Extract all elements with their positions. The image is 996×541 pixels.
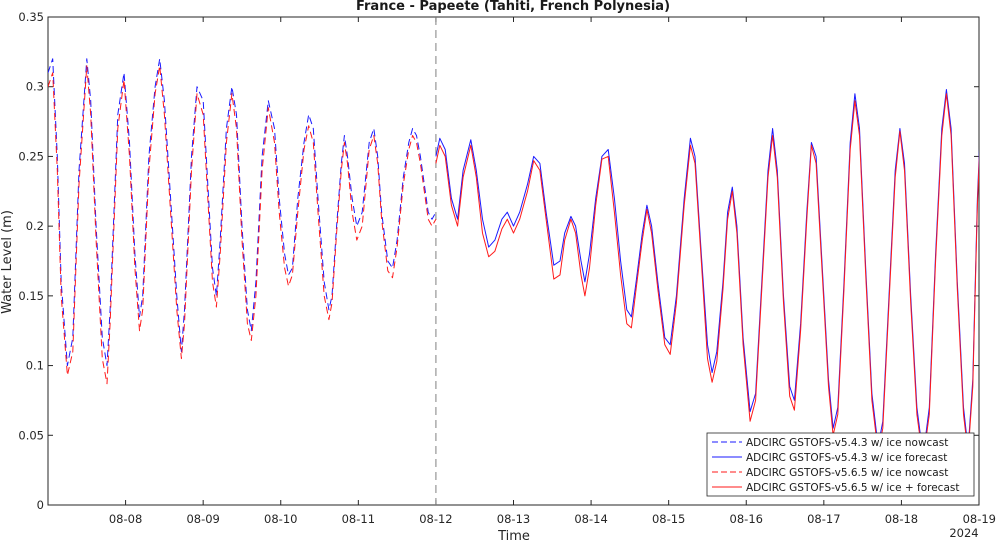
y-axis-label: Water Level (m) <box>0 210 15 314</box>
plot-frame <box>47 16 980 506</box>
y-tick-label: 0.3 <box>26 80 44 94</box>
legend-label-1: ADCIRC GSTOFS-v5.4.3 w/ ice nowcast <box>746 437 948 449</box>
series-line-1 <box>48 58 437 367</box>
axis-ticks: 0 0.05 0.1 0.15 0.2 0.25 0.3 0.35 08-08 08-09 08-1… <box>18 10 996 526</box>
series-line-4 <box>435 93 979 461</box>
y-tick-label: 0 <box>37 498 44 512</box>
y-tick-label: 0.05 <box>18 428 44 442</box>
legend: ADCIRC GSTOFS-v5.4.3 w/ ice nowcast ADCI… <box>706 432 975 497</box>
series-line-3 <box>48 65 437 385</box>
chart-title: France - Papeete (Tahiti, French Polynes… <box>356 0 670 14</box>
x-tick-label: 08-10 <box>264 512 297 526</box>
legend-box <box>706 432 975 497</box>
y-tick-label: 0.35 <box>18 10 44 24</box>
y-tick-label: 0.25 <box>18 149 44 163</box>
y-tick-label: 0.1 <box>26 359 44 373</box>
x-tick-label: 08-08 <box>109 512 142 526</box>
x-tick-label: 08-13 <box>497 512 530 526</box>
legend-label-4: ADCIRC GSTOFS-v5.6.5 w/ ice + forecast <box>746 482 959 494</box>
y-tick-label: 0.2 <box>26 219 44 233</box>
x-tick-label: 08-17 <box>807 512 840 526</box>
series-lines <box>48 58 979 461</box>
x-axis-year-label: 2024 <box>949 526 978 540</box>
x-tick-label: 08-19 <box>963 512 996 526</box>
legend-label-2: ADCIRC GSTOFS-v5.4.3 w/ ice forecast <box>746 452 947 464</box>
y-tick-label: 0.15 <box>18 289 44 303</box>
x-tick-label: 08-15 <box>652 512 685 526</box>
plot-area <box>47 16 980 506</box>
x-tick-label: 08-09 <box>186 512 219 526</box>
x-tick-label: 08-18 <box>885 512 918 526</box>
x-tick-label: 08-14 <box>574 512 607 526</box>
x-tick-label: 08-12 <box>419 512 452 526</box>
x-tick-label: 08-11 <box>342 512 375 526</box>
legend-label-3: ADCIRC GSTOFS-v5.6.5 w/ ice nowcast <box>746 467 948 479</box>
x-tick-label: 08-16 <box>730 512 763 526</box>
x-axis-label: Time <box>497 529 530 541</box>
series-line-2 <box>435 89 979 457</box>
